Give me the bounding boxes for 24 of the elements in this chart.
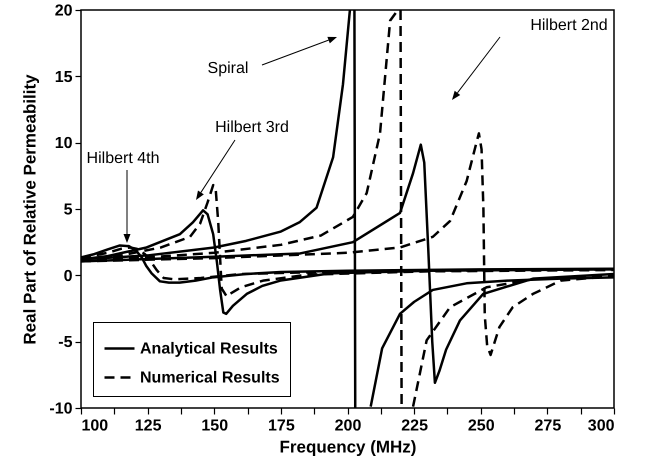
x-tick-label: 275 xyxy=(534,418,562,434)
annotation: Spiral xyxy=(208,60,248,77)
y-tick-label: 0 xyxy=(64,268,73,285)
x-tick-label: 100 xyxy=(82,418,108,434)
x-tick-label: 300 xyxy=(588,418,615,434)
x-tick-label: 150 xyxy=(201,418,228,434)
x-axis-title: Frequency (MHz) xyxy=(280,438,416,456)
legend-label: Analytical Results xyxy=(140,340,278,358)
x-tick-label: 250 xyxy=(468,418,495,434)
x-tick-label: 175 xyxy=(268,418,295,434)
annotation: Hilbert 2nd xyxy=(530,17,608,34)
annotation: Hilbert 4th xyxy=(86,150,160,167)
y-tick-label: -10 xyxy=(49,400,73,418)
x-tick-label: 125 xyxy=(134,418,162,434)
y-tick-label: 20 xyxy=(54,2,73,20)
y-axis-title: Real Part of Relative Permeability xyxy=(20,74,40,345)
y-tick-label: 5 xyxy=(64,202,73,218)
x-tick-label: 225 xyxy=(401,418,428,434)
y-tick-label: 10 xyxy=(54,135,73,152)
legend-label: Numerical Results xyxy=(140,370,280,386)
annotation: Hilbert 3rd xyxy=(215,119,289,136)
y-tick-label: 15 xyxy=(54,68,73,86)
x-tick-label: 200 xyxy=(334,418,362,434)
y-tick-label: -5 xyxy=(58,334,73,352)
